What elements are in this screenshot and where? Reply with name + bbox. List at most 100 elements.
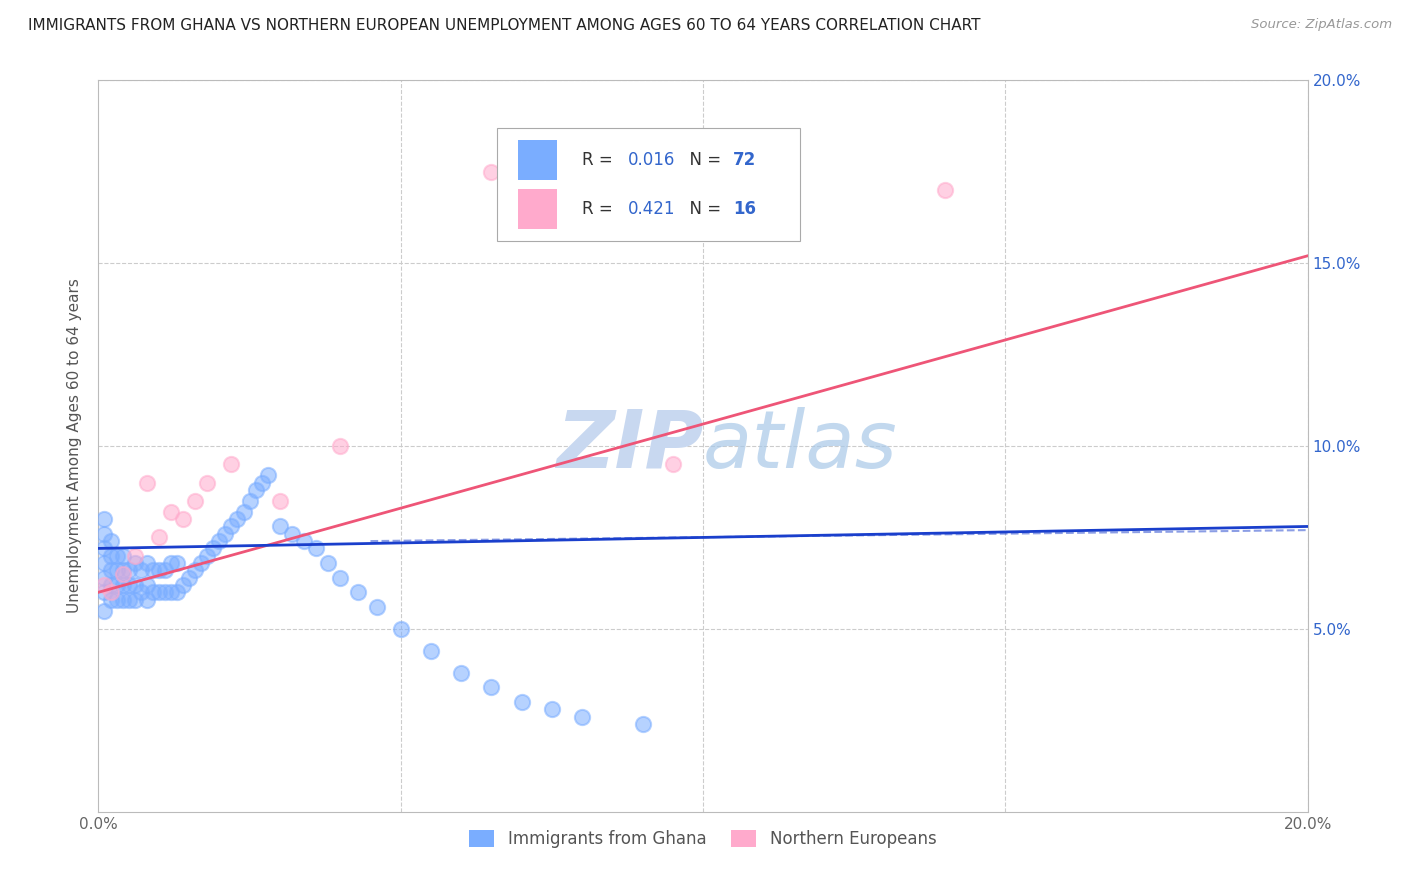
Point (195, 475, 218, 490)
Point (93, 578, 115, 592)
Point (269, 519, 291, 533)
Point (389, 622, 412, 636)
Point (93, 512, 115, 526)
Point (124, 556, 146, 570)
Point (166, 585, 188, 599)
FancyBboxPatch shape (517, 140, 557, 180)
Point (329, 439, 352, 453)
Text: R =: R = (582, 200, 619, 218)
Point (111, 549, 134, 563)
Point (142, 585, 165, 599)
Text: Source: ZipAtlas.com: Source: ZipAtlas.com (1251, 18, 1392, 31)
Point (190, 556, 212, 570)
Point (239, 494, 262, 508)
Point (118, 563, 141, 577)
Point (105, 563, 128, 577)
Text: 0.016: 0.016 (628, 151, 675, 169)
Point (124, 578, 146, 592)
Point (366, 599, 388, 614)
Point (93, 585, 115, 599)
Point (100, 585, 122, 599)
Point (111, 567, 134, 582)
Point (661, 457, 683, 471)
Point (232, 505, 254, 519)
Point (111, 563, 134, 577)
Point (184, 563, 207, 577)
Point (202, 541, 225, 556)
Point (214, 526, 236, 541)
Legend: Immigrants from Ghana, Northern Europeans: Immigrants from Ghana, Northern European… (463, 823, 943, 855)
Point (100, 563, 122, 577)
Point (305, 541, 328, 556)
Point (420, 644, 443, 658)
Point (100, 578, 122, 592)
Point (256, 468, 278, 483)
Point (105, 578, 128, 592)
Point (208, 534, 231, 549)
Text: 0.421: 0.421 (628, 200, 675, 218)
Point (93, 556, 115, 570)
Point (221, 457, 243, 471)
Text: atlas: atlas (703, 407, 898, 485)
Point (93, 603, 115, 617)
Point (292, 534, 315, 549)
Point (347, 585, 370, 599)
Point (135, 592, 157, 607)
Point (250, 475, 273, 490)
Point (148, 530, 170, 544)
Point (111, 578, 134, 592)
Point (135, 475, 157, 490)
Point (118, 578, 141, 592)
Point (148, 585, 170, 599)
Point (195, 549, 218, 563)
FancyBboxPatch shape (517, 189, 557, 229)
Text: N =: N = (679, 151, 725, 169)
Point (166, 556, 188, 570)
Point (316, 556, 339, 570)
Point (93, 541, 115, 556)
Point (124, 549, 146, 563)
Point (142, 563, 165, 577)
FancyBboxPatch shape (498, 128, 800, 241)
Point (129, 585, 152, 599)
Point (172, 578, 194, 592)
Point (221, 519, 243, 533)
Text: 16: 16 (734, 200, 756, 218)
Point (135, 556, 157, 570)
Point (129, 563, 152, 577)
Point (245, 483, 267, 497)
Point (269, 494, 291, 508)
Point (184, 494, 207, 508)
Text: ZIP: ZIP (555, 407, 703, 485)
Point (153, 585, 176, 599)
Y-axis label: Unemployment Among Ages 60 to 64 years: Unemployment Among Ages 60 to 64 years (67, 278, 83, 614)
Point (571, 709, 593, 723)
Point (160, 556, 183, 570)
Text: N =: N = (679, 200, 725, 218)
Point (510, 695, 533, 709)
Text: IMMIGRANTS FROM GHANA VS NORTHERN EUROPEAN UNEMPLOYMENT AMONG AGES 60 TO 64 YEAR: IMMIGRANTS FROM GHANA VS NORTHERN EUROPE… (28, 18, 980, 33)
Point (631, 717, 654, 731)
Point (135, 578, 157, 592)
Point (450, 665, 472, 680)
Point (93, 571, 115, 585)
Point (105, 592, 128, 607)
Point (281, 526, 304, 541)
Point (100, 592, 122, 607)
Point (100, 534, 122, 549)
Point (540, 702, 562, 716)
Point (160, 585, 183, 599)
Text: 72: 72 (734, 151, 756, 169)
Point (93, 526, 115, 541)
Point (172, 512, 194, 526)
Text: R =: R = (582, 151, 619, 169)
Point (160, 505, 183, 519)
Point (148, 563, 170, 577)
Point (934, 183, 956, 197)
Point (118, 592, 141, 607)
Point (100, 549, 122, 563)
Point (111, 592, 134, 607)
Point (179, 571, 201, 585)
Point (329, 571, 352, 585)
Point (481, 681, 503, 695)
